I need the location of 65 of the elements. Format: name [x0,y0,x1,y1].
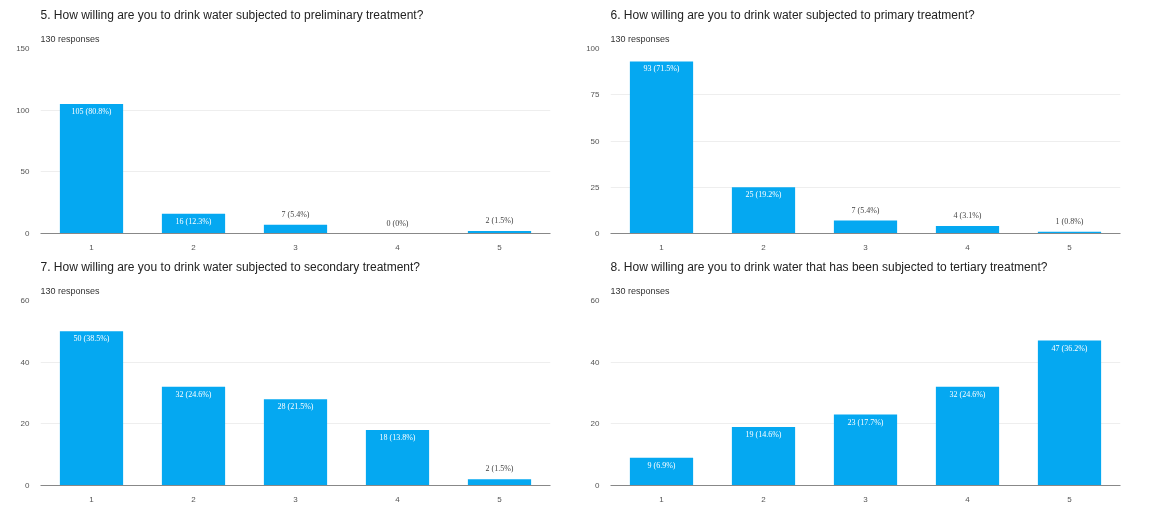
y-tick-label: 0 [595,481,601,490]
x-tick-label: 3 [293,242,299,252]
y-tick-label: 40 [590,357,601,367]
x-tick-label: 4 [965,494,971,504]
y-tick-label: 50 [590,136,601,146]
y-tick-label: 75 [590,90,601,100]
x-tick-label: 1 [89,494,95,504]
data-label: 1 (0.8%) [1055,216,1084,226]
y-tick-label: 100 [586,44,601,53]
chart-title: 6. How willing are you to drink water subjected to primary treatment? [610,7,975,22]
x-tick-label: 5 [497,242,503,252]
data-label: 7 (5.4%) [851,205,880,215]
y-tick-label: 25 [590,182,601,192]
chart-subtitle: 130 responses [40,285,101,296]
x-tick-label: 5 [1067,242,1073,252]
data-label: 50 (38.5%) [73,334,110,344]
data-label: 2 (1.5%) [485,216,514,226]
y-tick-label: 0 [25,481,31,490]
chart-subtitle: 130 responses [40,33,101,44]
data-label: 105 (80.8%) [71,107,112,116]
x-tick-label: 5 [497,494,503,504]
y-tick-label: 0 [595,229,601,238]
x-tick-label: 3 [293,494,299,504]
y-tick-label: 20 [590,419,601,429]
data-label: 19 (14.6%) [745,429,782,439]
data-label: 18 (13.8%) [379,433,416,442]
chart-title: 5. How willing are you to drink water subjected to preliminary treatment? [40,7,424,22]
x-tick-label: 4 [395,494,401,504]
x-tick-label: 1 [659,242,665,252]
data-label: 2 (1.5%) [485,464,514,474]
y-tick-label: 0 [25,229,31,238]
y-tick-label: 40 [20,357,31,367]
x-tick-label: 2 [761,242,767,252]
chart-subtitle: 130 responses [610,285,671,296]
data-label: 47 (36.2%) [1051,343,1088,353]
data-label: 25 (19.2%) [745,190,782,200]
chart-subtitle: 130 responses [610,33,671,44]
chart-title: 8. How willing are you to drink water that has been subjected to tertiary treatment? [610,259,1048,274]
x-tick-label: 3 [863,494,869,504]
data-label: 32 (24.6%) [175,389,212,399]
data-label: 9 (6.9%) [647,460,676,470]
y-tick-label: 100 [16,105,31,115]
data-label: 28 (21.5%) [277,402,314,412]
x-tick-label: 2 [191,494,197,504]
y-tick-label: 20 [20,419,31,429]
x-tick-label: 2 [761,494,767,504]
y-tick-label: 60 [590,296,601,305]
x-tick-label: 1 [659,494,665,504]
x-tick-label: 3 [863,242,869,252]
data-label: 23 (17.7%) [847,417,884,427]
data-label: 93 (71.5%) [643,64,680,74]
chart-title: 7. How willing are you to drink water subjected to secondary treatment? [40,259,421,274]
x-tick-label: 1 [89,242,95,252]
data-label: 32 (24.6%) [949,389,986,399]
data-label: 0 (0%) [386,218,409,228]
y-tick-label: 50 [20,167,31,177]
data-label: 16 (12.3%) [175,216,212,226]
y-tick-label: 60 [20,296,31,305]
data-label: 4 (3.1%) [953,211,982,221]
data-label: 7 (5.4%) [281,209,310,219]
x-tick-label: 4 [965,242,971,252]
y-tick-label: 150 [16,44,31,53]
x-tick-label: 2 [191,242,197,252]
x-tick-label: 5 [1067,494,1073,504]
x-tick-label: 4 [395,242,401,252]
